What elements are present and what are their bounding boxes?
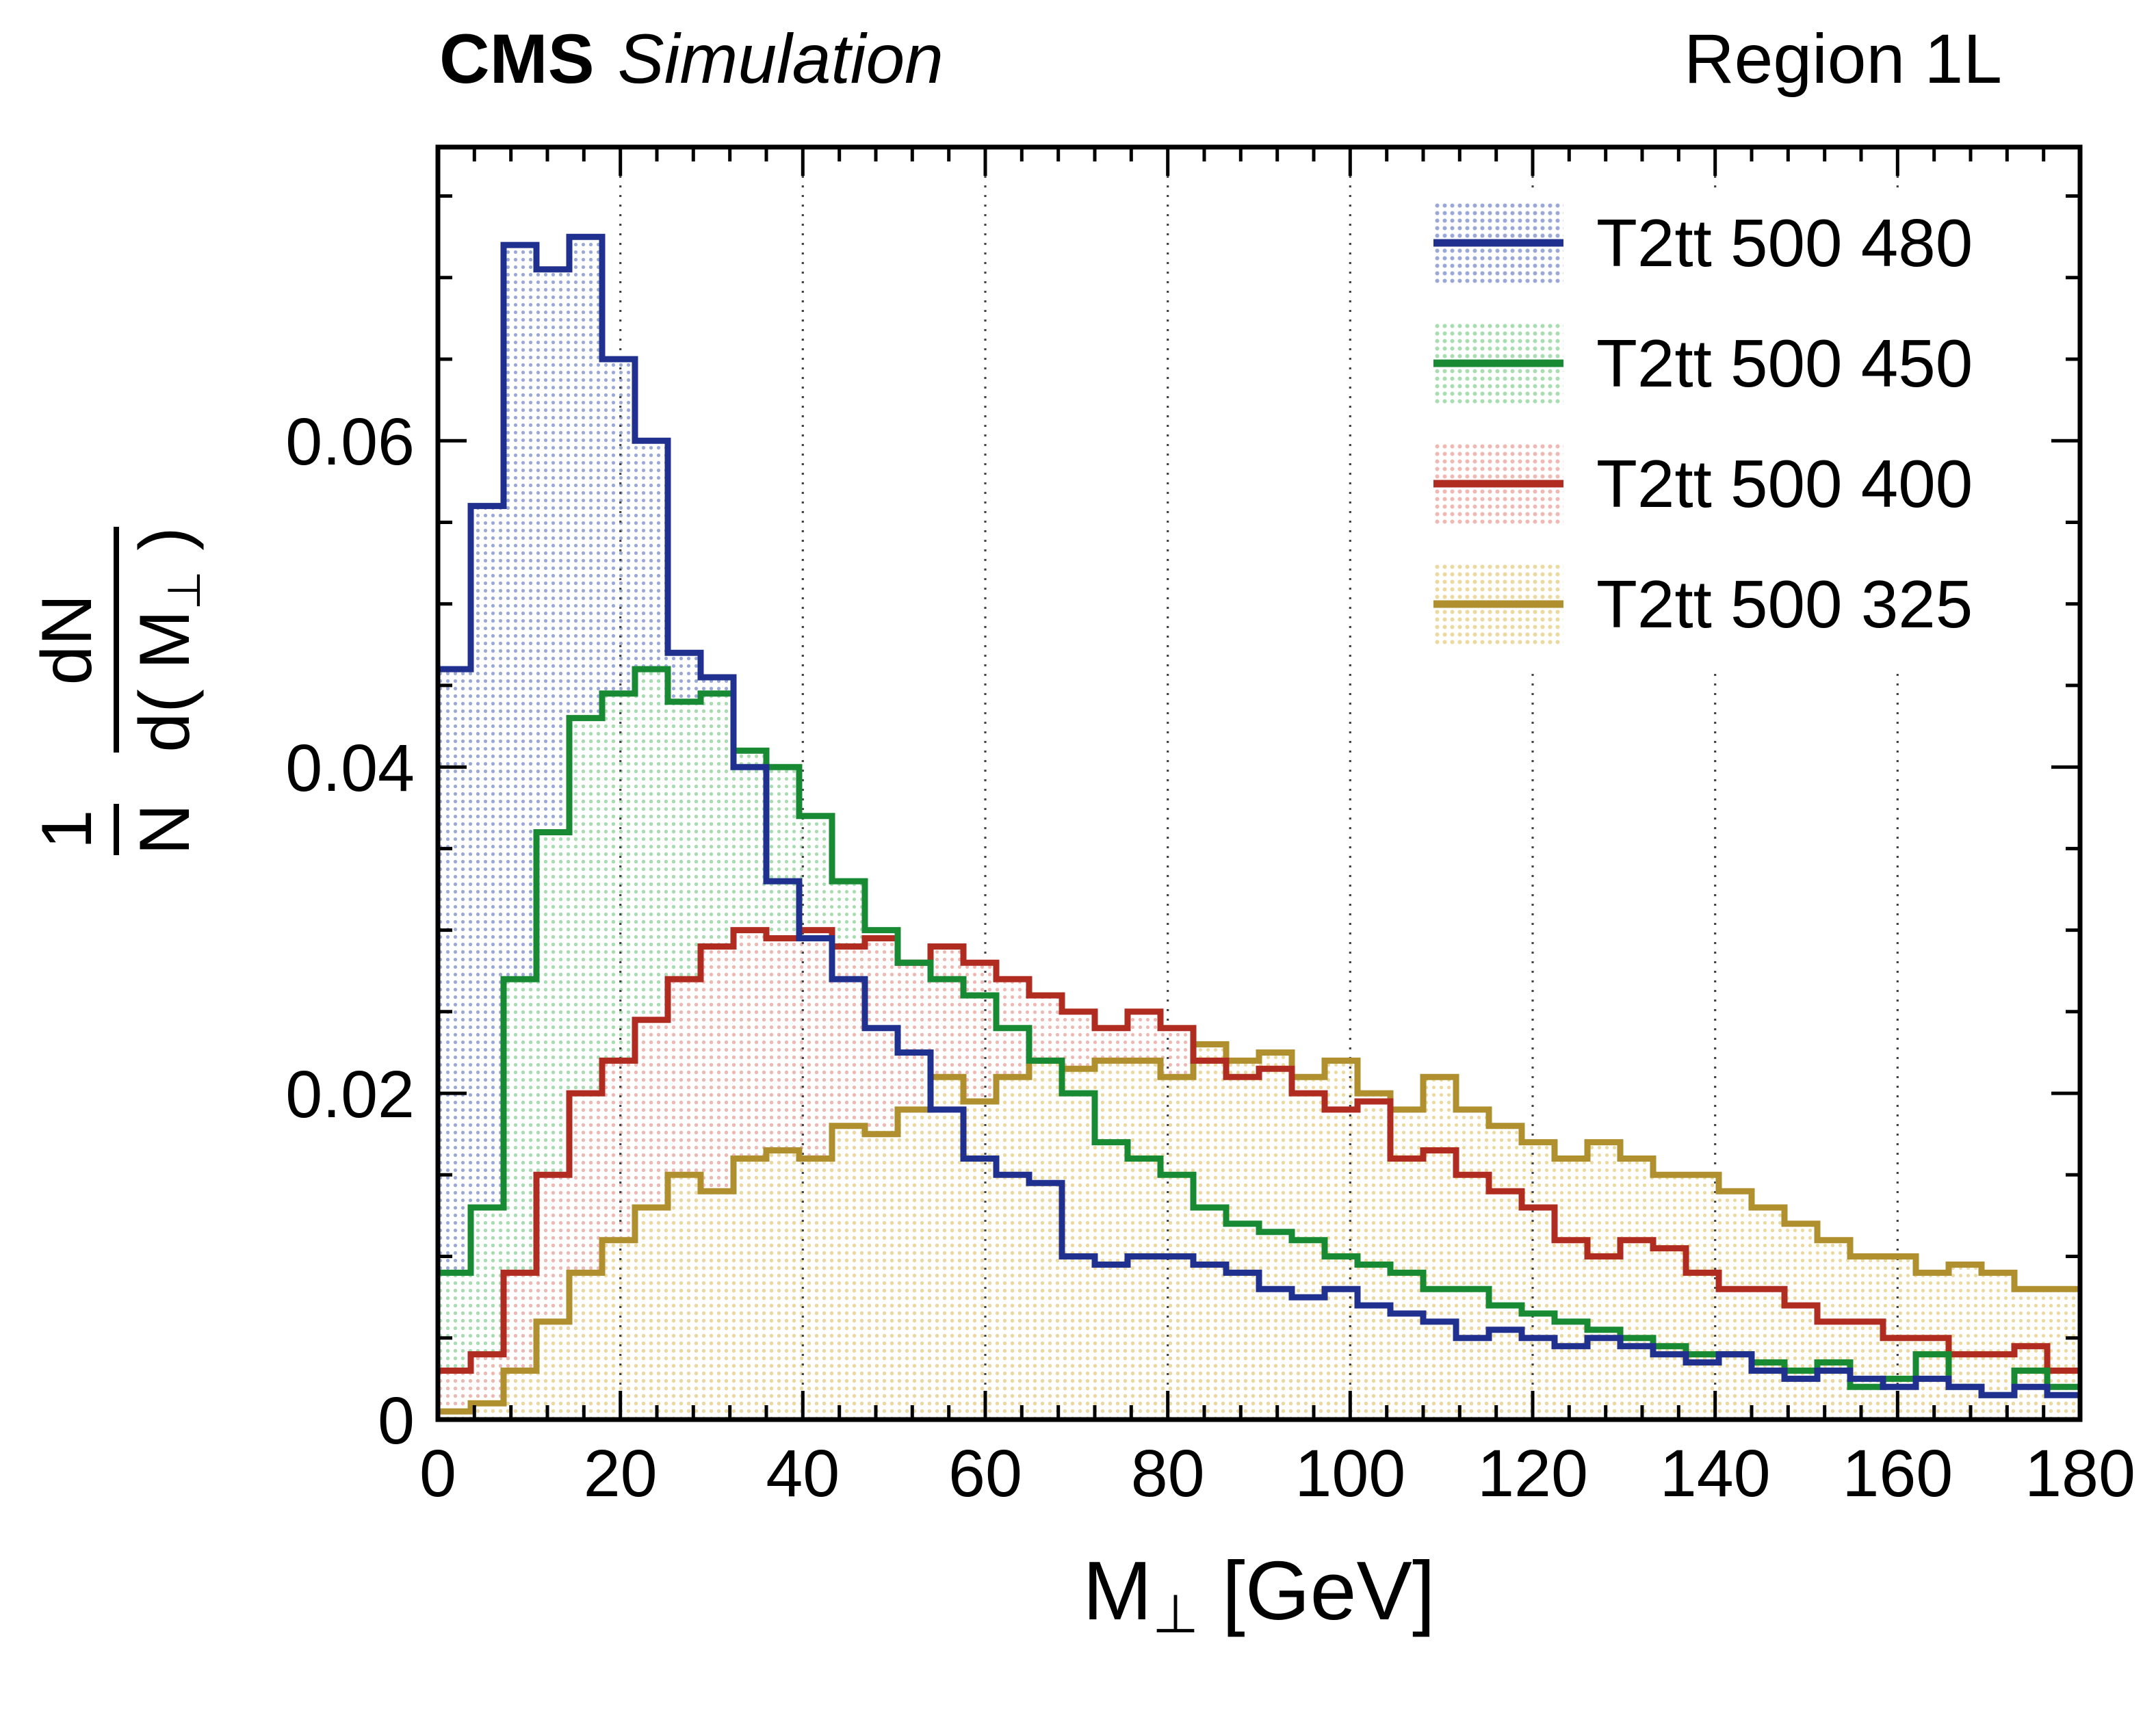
axis-ticks (436, 147, 2082, 1422)
x-tick-label: 0 (419, 1436, 456, 1511)
x-tick-label: 180 (2025, 1436, 2135, 1511)
x-tick-label: 80 (1131, 1436, 1205, 1511)
legend-entry-1: T2tt 500 450 (1433, 322, 1973, 404)
fraction-bar (114, 527, 119, 753)
legend-swatch-0 (1433, 202, 1563, 284)
y-axis-title: 1 N dN d( M⊥ ) (0, 315, 239, 1067)
legend-swatch-2 (1433, 443, 1563, 525)
fraction-bar (114, 803, 119, 855)
legend-line-2 (1433, 480, 1563, 488)
x-tick-label: 20 (584, 1436, 658, 1511)
series-line (438, 927, 2080, 1374)
perp-symbol: ⊥ (159, 570, 210, 610)
series-line (438, 1041, 2080, 1415)
legend-label-3: T2tt 500 325 (1596, 566, 1973, 642)
x-tick-label: 160 (1842, 1436, 1953, 1511)
experiment-brand: CMS (439, 20, 595, 98)
y-title-fraction-dN-dM: dN d( M⊥ ) (27, 527, 210, 753)
x-axis-title: M⊥ [GeV] (1082, 1544, 1436, 1644)
legend-swatch-1 (1433, 322, 1563, 404)
legend-entry-2: T2tt 500 400 (1433, 443, 1973, 525)
legend-entry-0: T2tt 500 480 (1433, 202, 1973, 284)
experiment-header: CMS Simulation (439, 19, 944, 99)
legend-line-3 (1433, 600, 1563, 608)
x-tick-label: 100 (1295, 1436, 1405, 1511)
series-line (438, 666, 2080, 1398)
legend-label-0: T2tt 500 480 (1596, 205, 1973, 280)
legend-label-1: T2tt 500 450 (1596, 325, 1973, 401)
y-tick-label: 0.02 (285, 1057, 415, 1132)
region-label: Region 1L (1683, 20, 2002, 98)
x-tick-label: 60 (948, 1436, 1022, 1511)
y-tick-label: 0.04 (285, 731, 415, 805)
legend-swatch-3 (1433, 563, 1563, 645)
legend-label-2: T2tt 500 400 (1596, 445, 1973, 521)
y-title-numerator-1: 1 (27, 809, 107, 850)
simulation-label: Simulation (617, 20, 944, 98)
series-outlines (438, 233, 2080, 1415)
legend-line-1 (1433, 359, 1563, 367)
x-tick-label: 140 (1660, 1436, 1771, 1511)
perp-symbol: ⊥ (1152, 1583, 1199, 1644)
tick-labels: 0 20 40 60 80 100 120 140 160 180 0 0.02 0.04 0.06 (285, 404, 2135, 1511)
plot-frame (435, 144, 2083, 1422)
y-tick-label: 0 (378, 1383, 415, 1458)
x-tick-label: 40 (766, 1436, 840, 1511)
y-title-numerator-dN: dN (27, 594, 107, 685)
series-line (438, 233, 2080, 1398)
legend: T2tt 500 480 T2tt 500 450 T2tt 500 400 T… (1427, 195, 1994, 669)
y-tick-label: 0.06 (285, 404, 415, 479)
legend-line-0 (1433, 239, 1563, 247)
y-title-fraction-1-over-N: 1 N (27, 803, 206, 855)
x-tick-label: 120 (1477, 1436, 1588, 1511)
legend-entry-3: T2tt 500 325 (1433, 563, 1973, 645)
y-title-denominator-dM: d( M⊥ ) (125, 527, 210, 753)
y-title-denominator-N: N (125, 803, 205, 855)
